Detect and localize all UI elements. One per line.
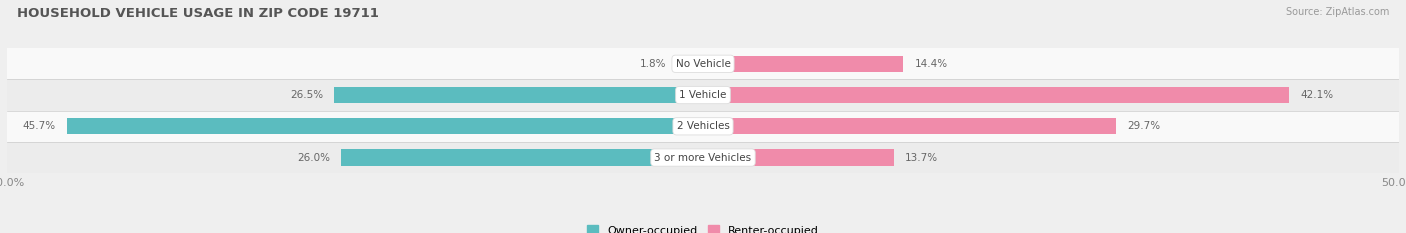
Text: 42.1%: 42.1% [1301, 90, 1333, 100]
Text: 26.0%: 26.0% [297, 153, 330, 163]
Text: HOUSEHOLD VEHICLE USAGE IN ZIP CODE 19711: HOUSEHOLD VEHICLE USAGE IN ZIP CODE 1971… [17, 7, 378, 20]
Text: 26.5%: 26.5% [290, 90, 323, 100]
Text: 3 or more Vehicles: 3 or more Vehicles [654, 153, 752, 163]
Bar [7, 48, 1399, 79]
Bar [703, 149, 894, 166]
Text: 13.7%: 13.7% [905, 153, 938, 163]
Text: Source: ZipAtlas.com: Source: ZipAtlas.com [1285, 7, 1389, 17]
Bar [67, 118, 703, 134]
Bar [703, 56, 904, 72]
Bar [7, 79, 1399, 111]
Text: 1 Vehicle: 1 Vehicle [679, 90, 727, 100]
Bar [342, 149, 703, 166]
Text: No Vehicle: No Vehicle [675, 59, 731, 69]
Legend: Owner-occupied, Renter-occupied: Owner-occupied, Renter-occupied [586, 225, 820, 233]
Bar [7, 142, 1399, 173]
Text: 2 Vehicles: 2 Vehicles [676, 121, 730, 131]
Bar [7, 111, 1399, 142]
Text: 1.8%: 1.8% [640, 59, 666, 69]
Text: 45.7%: 45.7% [22, 121, 56, 131]
Bar [703, 87, 1289, 103]
Bar [678, 56, 703, 72]
Bar [335, 87, 703, 103]
Text: 29.7%: 29.7% [1128, 121, 1161, 131]
Bar [703, 118, 1116, 134]
Text: 14.4%: 14.4% [914, 59, 948, 69]
